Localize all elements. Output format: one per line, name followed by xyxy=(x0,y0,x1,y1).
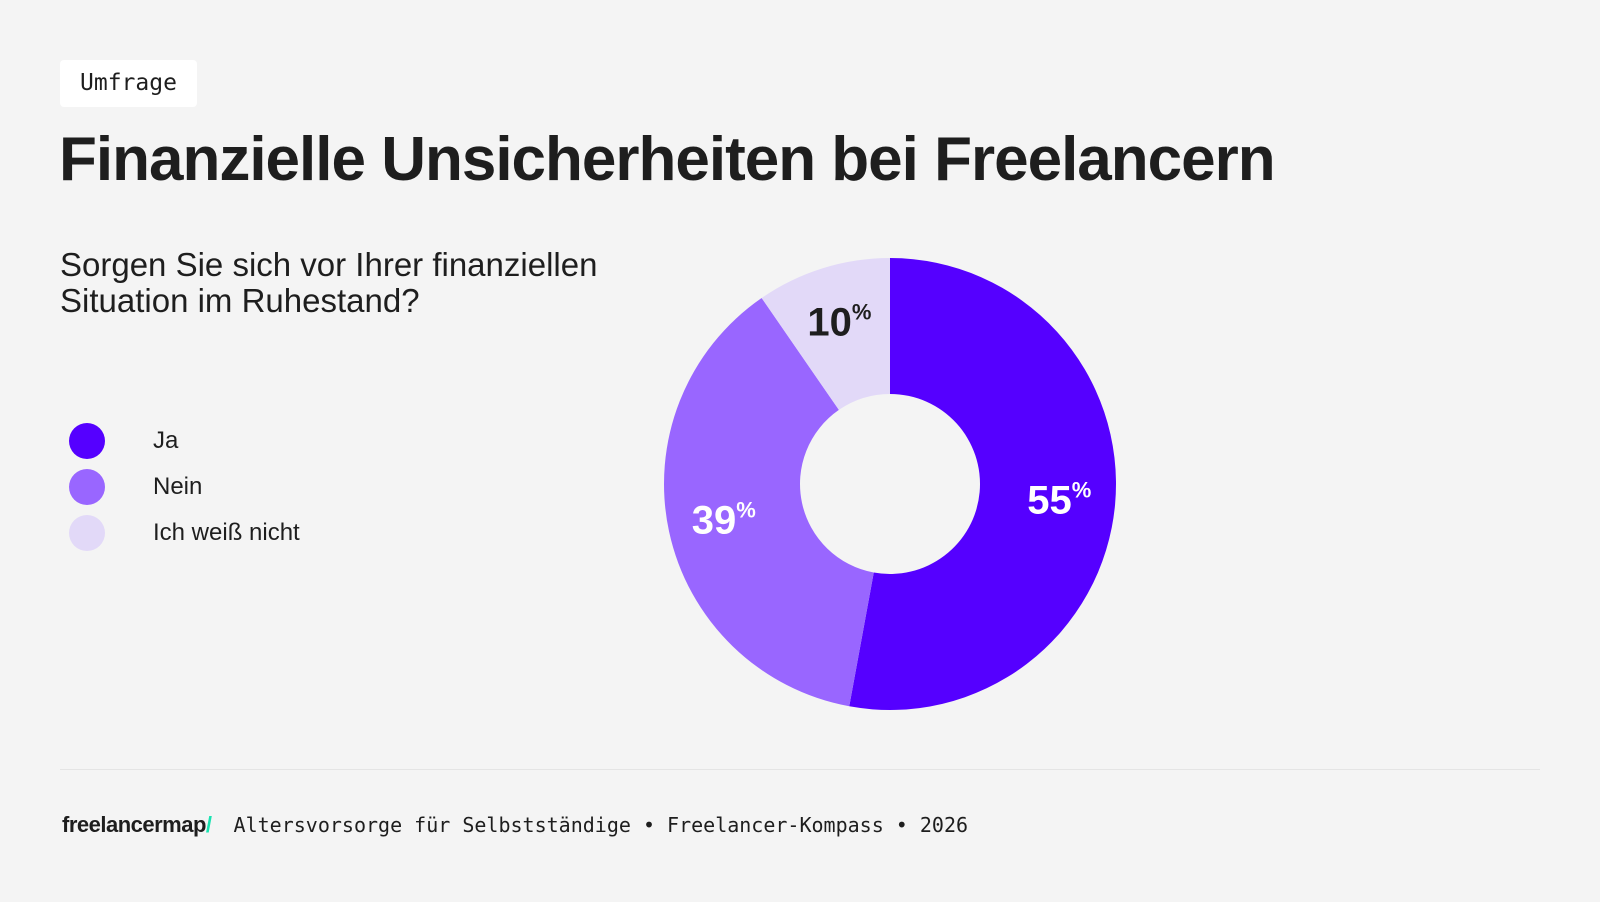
donut-slice-3 xyxy=(761,258,890,410)
freelancermap-logo: freelancermap/ xyxy=(62,812,212,837)
legend: Ja Nein Ich weiß nicht xyxy=(69,418,300,556)
slice-label: 10% xyxy=(807,300,871,345)
footer-source: Altersvorsorge für Selbstständige • Free… xyxy=(233,813,969,837)
legend-swatch xyxy=(69,515,105,551)
legend-label: Ja xyxy=(153,427,179,454)
legend-swatch xyxy=(69,423,105,459)
donut-slice-1 xyxy=(849,258,1116,710)
legend-label: Ich weiß nicht xyxy=(153,519,300,546)
survey-question: Sorgen Sie sich vor Ihrer finanziellen S… xyxy=(60,246,598,319)
survey-tag: Umfrage xyxy=(60,60,197,107)
slice-label: 55% xyxy=(1027,477,1091,522)
donut-slice-2 xyxy=(664,298,874,707)
legend-item-weiss-nicht: Ich weiß nicht xyxy=(69,510,300,556)
legend-item-nein: Nein xyxy=(69,464,300,510)
footer: freelancermap/ Altersvorsorge für Selbst… xyxy=(62,812,968,838)
legend-label: Nein xyxy=(153,473,203,500)
slice-label: 39% xyxy=(692,498,756,543)
legend-swatch xyxy=(69,469,105,505)
page-title: Finanzielle Unsicherheiten bei Freelance… xyxy=(59,125,1276,194)
footer-divider xyxy=(60,769,1540,770)
legend-item-ja: Ja xyxy=(69,418,300,464)
